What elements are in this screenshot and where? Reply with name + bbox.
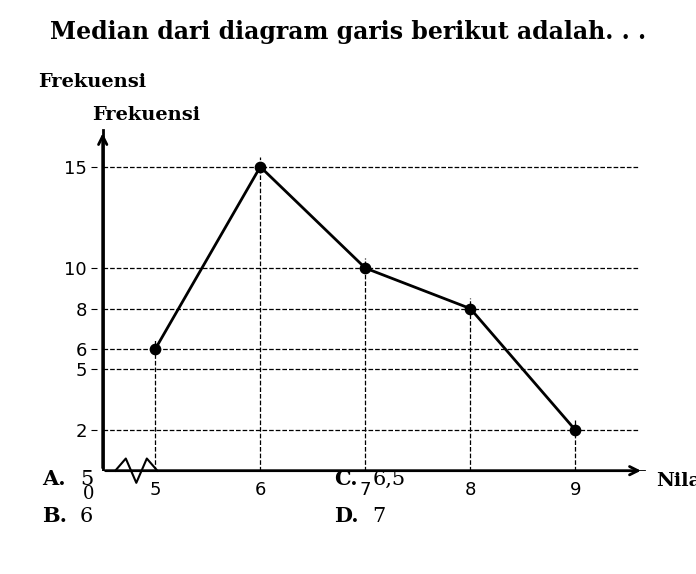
Point xyxy=(360,263,371,273)
Text: Frekuensi: Frekuensi xyxy=(92,106,200,124)
Text: Frekuensi: Frekuensi xyxy=(38,73,146,91)
Text: C.: C. xyxy=(334,469,358,489)
Text: 7: 7 xyxy=(372,507,386,526)
Text: Nilai: Nilai xyxy=(656,472,696,490)
Text: D.: D. xyxy=(334,506,358,526)
Text: 6,5: 6,5 xyxy=(372,470,406,489)
Text: Median dari diagram garis berikut adalah. . .: Median dari diagram garis berikut adalah… xyxy=(50,20,646,44)
Text: B.: B. xyxy=(42,506,67,526)
Text: 0: 0 xyxy=(83,485,94,503)
Point xyxy=(570,425,581,435)
Point xyxy=(465,304,476,313)
Text: 5: 5 xyxy=(80,470,93,489)
Text: 6: 6 xyxy=(80,507,93,526)
Text: A.: A. xyxy=(42,469,65,489)
Point xyxy=(150,344,161,354)
Point xyxy=(255,162,266,172)
